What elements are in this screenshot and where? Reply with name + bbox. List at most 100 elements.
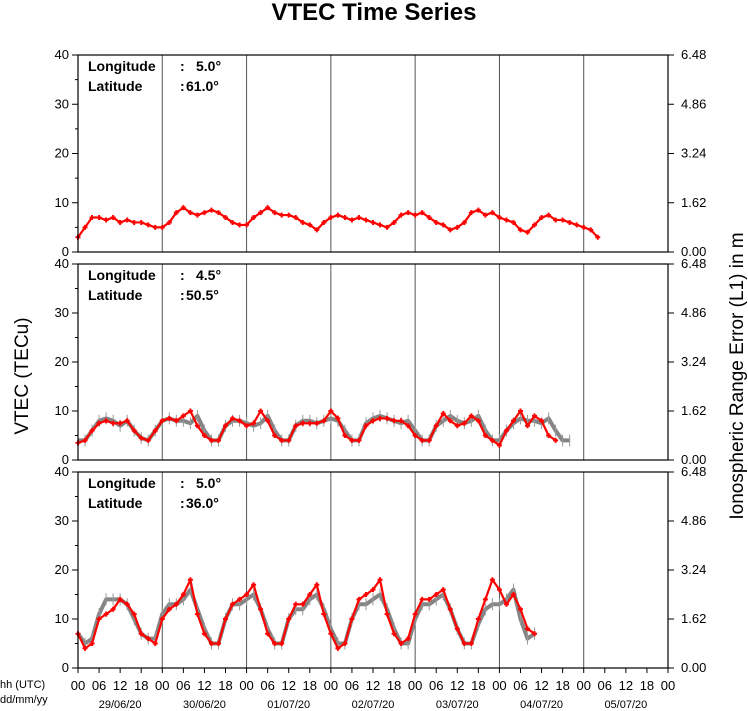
vtec-point: [356, 596, 362, 602]
vtec-point: [117, 219, 123, 225]
left-tick-label: 40: [55, 464, 69, 479]
hour-tick-label: 12: [534, 678, 548, 693]
vtec-point: [496, 587, 502, 593]
vtec-point: [96, 215, 102, 221]
vtec-point: [187, 577, 193, 583]
vtec-point: [496, 215, 502, 221]
vtec-point: [208, 437, 214, 443]
vtec-point: [482, 433, 488, 438]
hour-tick-label: 06: [598, 678, 612, 693]
latitude-colon: :: [180, 495, 185, 511]
vtec-point: [194, 423, 200, 429]
right-tick-label: 6.48: [681, 256, 706, 271]
vtec-point: [377, 577, 383, 583]
vtec-point: [110, 215, 116, 221]
vtec-point: [166, 219, 172, 225]
vtec-point: [321, 611, 327, 617]
vtec-point: [419, 437, 425, 443]
hour-tick-label: 12: [450, 678, 464, 693]
vtec-point: [300, 420, 306, 426]
hour-tick-label: 00: [155, 678, 169, 693]
left-tick-label: 10: [55, 195, 69, 210]
vtec-point: [503, 217, 509, 223]
vtec-point: [342, 433, 348, 438]
vtec-point: [201, 631, 207, 637]
vtec-point: [180, 205, 186, 211]
vtec-point: [272, 433, 278, 438]
vtec-point: [300, 601, 306, 607]
vtec-point: [279, 212, 285, 218]
hour-tick-label: 18: [303, 678, 317, 693]
vtec-point: [159, 224, 165, 230]
vtec-point: [265, 631, 271, 637]
longitude-value: 5.0°: [196, 58, 221, 74]
vtec-point: [342, 215, 348, 221]
vtec-point: [187, 210, 193, 216]
latitude-value: 50.5°: [186, 287, 219, 303]
vtec-point: [194, 611, 200, 617]
latitude-value: 36.0°: [186, 495, 219, 511]
vtec-point: [321, 219, 327, 225]
right-axis-label: Ionospheric Range Error (L1) in m: [727, 232, 748, 519]
vtec-series-line: [77, 206, 599, 238]
vtec-markers: [76, 577, 538, 651]
vtec-point: [532, 631, 538, 637]
vtec-point: [377, 222, 383, 228]
vtec-point: [124, 418, 130, 424]
left-tick-label: 10: [55, 403, 69, 418]
vtec-point: [363, 217, 369, 223]
vtec-point: [489, 437, 495, 443]
vtec-point: [307, 222, 313, 228]
vtec-point: [82, 437, 88, 443]
hour-tick-label: 18: [555, 678, 569, 693]
panels-group: 0102030400.001.623.244.866.48Longitude:5…: [55, 0, 706, 675]
vtec-point: [138, 219, 144, 225]
vtec-point: [166, 415, 172, 421]
panel-2: 0102030400.001.623.244.866.48Longitude:4…: [55, 0, 706, 467]
vtec-point: [314, 227, 320, 233]
vtec-point: [510, 219, 516, 225]
vtec-point: [138, 435, 144, 441]
vtec-point: [405, 423, 411, 429]
vtec-point: [159, 418, 165, 424]
left-tick-label: 0: [62, 452, 69, 467]
vtec-point: [356, 437, 362, 443]
vtec-point: [468, 641, 474, 646]
hour-tick-label: 18: [218, 678, 232, 693]
right-tick-label: 3.24: [681, 354, 706, 369]
vtec-point: [110, 606, 116, 612]
right-tick-label: 1.62: [681, 403, 706, 418]
vtec-point: [398, 418, 404, 424]
hour-tick-label: 18: [134, 678, 148, 693]
vtec-point: [173, 418, 179, 424]
vtec-point: [468, 210, 474, 216]
vtec-point: [194, 212, 200, 218]
vtec-point: [489, 577, 495, 583]
vtec-point: [215, 210, 221, 216]
vtec-point: [370, 587, 376, 593]
vtec-point: [328, 408, 334, 414]
vtec-point: [370, 418, 376, 424]
vtec-point: [223, 616, 228, 622]
vtec-point: [468, 413, 474, 419]
right-tick-label: 6.48: [681, 47, 706, 62]
hour-tick-label: 06: [176, 678, 190, 693]
panel-3: 0102030400.001.623.244.866.48Longitude:5…: [55, 0, 706, 675]
vtec-point: [433, 219, 439, 225]
hour-tick-label: 18: [640, 678, 654, 693]
vtec-point: [321, 418, 327, 424]
vtec-point: [187, 408, 193, 414]
vtec-point: [166, 606, 172, 612]
reference-markers: [77, 583, 536, 650]
vtec-point: [447, 606, 453, 612]
vtec-point: [482, 212, 488, 218]
vtec-point: [342, 641, 348, 646]
hour-tick-label: 06: [513, 678, 527, 693]
right-tick-label: 4.86: [681, 513, 706, 528]
panel-1: 0 10 20 30 40 0.00 1.62 3.24 4.86 6.48 Longitude:5…: [55, 47, 706, 259]
vtec-point: [258, 408, 264, 414]
vtec-point: [82, 224, 88, 230]
vtec-point: [89, 641, 95, 646]
vtec-point: [489, 210, 495, 216]
vtec-point: [335, 645, 341, 651]
